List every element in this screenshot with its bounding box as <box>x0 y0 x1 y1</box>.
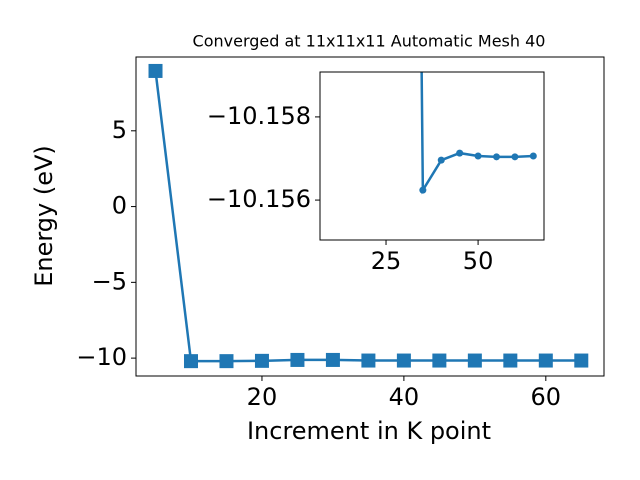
marker <box>474 152 482 160</box>
marker <box>183 354 198 369</box>
marker <box>456 149 464 157</box>
marker <box>254 353 269 368</box>
x-tick-label: 25 <box>371 247 402 275</box>
marker <box>529 152 537 160</box>
marker <box>432 353 447 368</box>
y-tick-label: 5 <box>112 116 127 144</box>
plot <box>419 72 537 195</box>
marker <box>325 352 340 367</box>
marker <box>219 354 234 369</box>
marker <box>396 353 411 368</box>
marker <box>437 156 445 164</box>
marker <box>574 353 589 368</box>
x-axis-label: Increment in K point <box>247 417 491 445</box>
marker <box>290 352 305 367</box>
y-tick-label: −10 <box>76 343 127 371</box>
y-tick-label: −10.158 <box>207 102 311 130</box>
chart-title: Converged at 11x11x11 Automatic Mesh 40 <box>193 32 546 51</box>
marker <box>492 153 500 161</box>
marker <box>467 353 482 368</box>
x-tick-label: 50 <box>463 247 494 275</box>
marker <box>419 186 427 194</box>
marker <box>148 63 163 78</box>
x-tick-label: 40 <box>389 383 420 411</box>
marker <box>538 353 553 368</box>
axes-frame <box>135 56 605 377</box>
marker <box>503 353 518 368</box>
marker <box>361 353 376 368</box>
x-tick-label: 60 <box>531 383 562 411</box>
y-tick-label: −5 <box>92 267 127 295</box>
axes-frame <box>319 71 545 241</box>
y-tick-label: 0 <box>112 192 127 220</box>
y-axis-label: Energy (eV) <box>30 145 58 287</box>
x-tick-label: 20 <box>247 383 278 411</box>
y-tick-label: −10.156 <box>207 185 311 213</box>
marker <box>511 153 519 161</box>
plot <box>148 63 589 369</box>
